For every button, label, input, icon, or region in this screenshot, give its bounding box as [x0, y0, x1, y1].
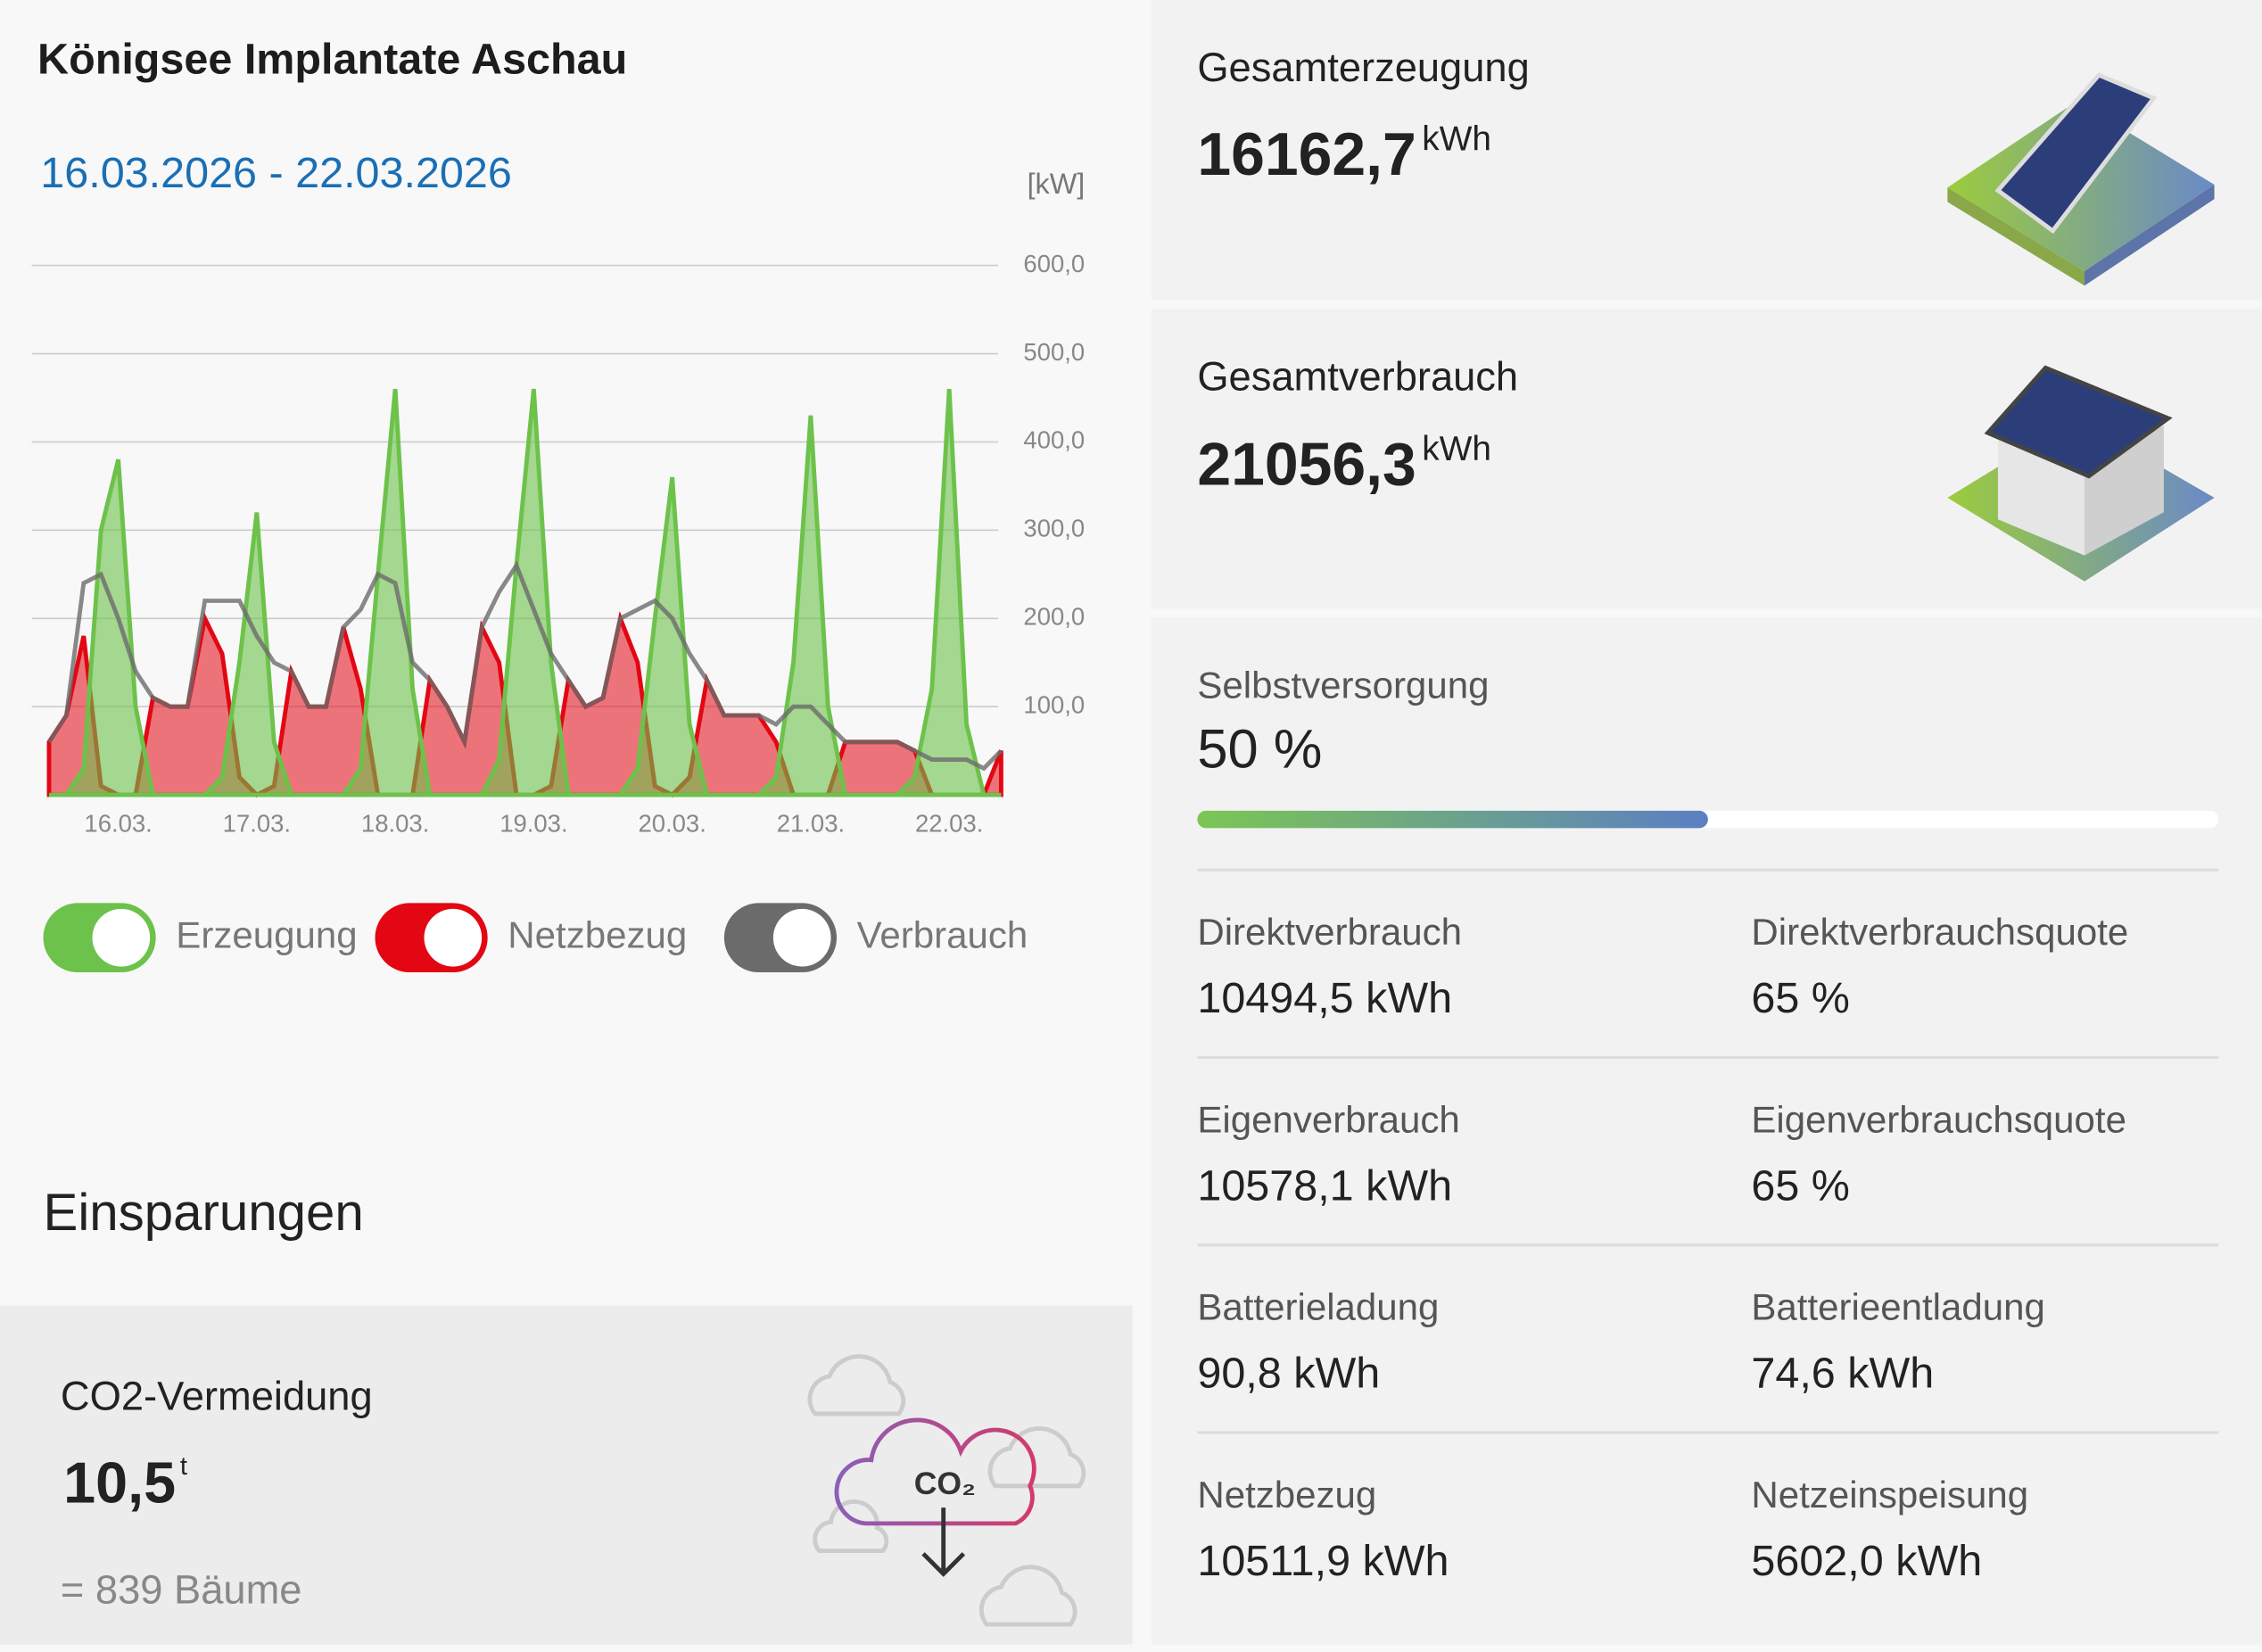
- stat-label: Eigenverbrauch: [1197, 1098, 1459, 1140]
- house-icon: [1947, 365, 2215, 582]
- legend-toggle[interactable]: Verbrauch: [723, 903, 1028, 973]
- page-title: Königsee Implantate Aschau: [37, 35, 627, 83]
- legend-toggle[interactable]: Netzbezug: [375, 903, 687, 973]
- stat-value: 10511,9 kWh: [1197, 1537, 1449, 1585]
- stat-value: 65 %: [1751, 974, 1850, 1022]
- stat-value: 65 %: [1751, 1161, 1850, 1210]
- y-tick-label: 500,0: [1023, 338, 1085, 366]
- toggle-knob: [772, 908, 831, 967]
- stat-label: Direktverbrauch: [1197, 911, 1462, 953]
- co2-label: CO2-Vermeidung: [61, 1374, 373, 1419]
- consumption-value: 21056,3 kWh: [1197, 430, 1491, 498]
- stats-card: [1151, 617, 2262, 1645]
- plot: 100,0 200,0 300,0 400,0 500,0 600,0 16.03. 17.0…: [31, 250, 1085, 837]
- stat-label: Netzbezug: [1197, 1474, 1376, 1516]
- solar-icon: [1947, 72, 2215, 286]
- x-tick-label: 22.03.: [915, 809, 983, 837]
- toggle-knob: [92, 908, 151, 967]
- y-tick-label: 300,0: [1023, 515, 1085, 542]
- stat-label: Direktverbrauchsquote: [1751, 911, 2128, 953]
- y-tick-label: 100,0: [1023, 690, 1085, 718]
- unit-label: [kW]: [1028, 168, 1086, 200]
- stat-label: Batterieladung: [1197, 1286, 1439, 1328]
- x-tick-label: 19.03.: [499, 809, 567, 837]
- stat-value: 90,8 kWh: [1197, 1350, 1380, 1398]
- trees: = 839 Bäume: [61, 1566, 302, 1612]
- generation-label: Gesamterzeugung: [1197, 45, 1529, 90]
- x-tick-label: 16.03.: [84, 809, 152, 837]
- x-tick-label: 17.03.: [223, 809, 291, 837]
- date-range[interactable]: 16.03.2026 - 22.03.2026: [40, 149, 512, 197]
- y-tick-label: 200,0: [1023, 603, 1085, 631]
- stat-value: 5602,0 kWh: [1751, 1537, 1982, 1585]
- stat-value: 10578,1 kWh: [1197, 1161, 1452, 1210]
- legend: Erzeugung Netzbezug Verbrauch: [43, 903, 1028, 973]
- self-sufficiency-label: Selbstversorgung: [1197, 665, 1489, 706]
- generation-value: 16162,7 kWh: [1197, 120, 1491, 188]
- y-tick-label: 600,0: [1023, 250, 1085, 277]
- x-tick-label: 21.03.: [777, 809, 845, 837]
- svg-text:CO₂: CO₂: [914, 1466, 976, 1501]
- co2-card: [0, 1305, 1133, 1645]
- legend-label: Netzbezug: [508, 913, 687, 955]
- stats: Direktverbrauch 10494,5 kWh Direktverbrauc…: [1197, 868, 2219, 1585]
- y-tick-label: 400,0: [1023, 426, 1085, 454]
- legend-toggle[interactable]: Erzeugung: [43, 903, 358, 973]
- toggle-knob: [424, 908, 483, 967]
- section-title: Einsparungen: [44, 1184, 364, 1242]
- stat-value: 10494,5 kWh: [1197, 974, 1452, 1022]
- stat-label: Netzeinspeisung: [1751, 1474, 2028, 1516]
- co2-value: 10,5 t: [63, 1450, 187, 1516]
- x-tick-label: 20.03.: [638, 809, 706, 837]
- legend-label: Erzeugung: [176, 913, 357, 955]
- co2-icon: CO₂: [807, 1354, 1086, 1627]
- consumption-label: Gesamtverbrauch: [1197, 353, 1518, 399]
- series-line: [46, 560, 1003, 772]
- progress-fill: [1197, 810, 1708, 829]
- stat-label: Eigenverbrauchsquote: [1751, 1098, 2126, 1140]
- legend-label: Verbrauch: [857, 913, 1028, 955]
- x-tick-label: 18.03.: [361, 809, 429, 837]
- stat-label: Batterieentladung: [1751, 1286, 2045, 1328]
- self-sufficiency-value: 50 %: [1197, 718, 1322, 780]
- stat-value: 74,6 kWh: [1751, 1350, 1934, 1398]
